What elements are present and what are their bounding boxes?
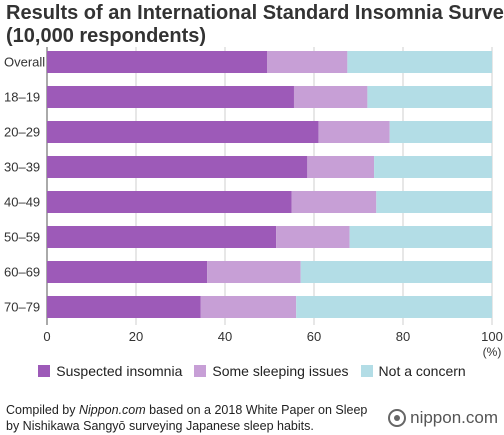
bar-segment xyxy=(47,156,308,178)
legend-label: Not a concern xyxy=(378,363,466,379)
bar-segment xyxy=(293,86,368,108)
bar-segment xyxy=(349,226,492,248)
category-label: 50–59 xyxy=(4,230,40,245)
stacked-bar-chart: Overall 18–19 20–29 30–39 40–49 50–59 60–69 70–… xyxy=(4,47,503,359)
chart-title: Results of an International Standard Ins… xyxy=(6,2,504,48)
legend-item-not-a-concern: Not a concern xyxy=(360,363,466,379)
category-labels: Overall 18–19 20–29 30–39 40–49 50–59 60–69 70–… xyxy=(4,55,45,315)
footnote-text: Compiled by xyxy=(6,403,79,417)
category-label: 70–79 xyxy=(4,300,40,315)
legend-label: Suspected insomnia xyxy=(56,363,183,379)
x-tick-label: 100 xyxy=(481,329,503,344)
x-tick-label: 0 xyxy=(43,329,50,344)
bar-segment xyxy=(47,121,319,143)
bar-segment xyxy=(300,261,492,283)
bar-segment xyxy=(207,261,301,283)
bar-segment xyxy=(47,296,201,318)
chart-title-line1: Results of an International Standard Ins… xyxy=(6,2,504,24)
bar-segment xyxy=(47,86,294,108)
bar-segment xyxy=(200,296,297,318)
bar-segment xyxy=(296,296,492,318)
bar-segment xyxy=(47,226,277,248)
bar-segment xyxy=(389,121,492,143)
bar-segment xyxy=(276,226,350,248)
bar-segment xyxy=(47,261,208,283)
bar-segment xyxy=(267,51,348,73)
footnote-line1: Compiled by Nippon.com based on a 2018 W… xyxy=(6,402,367,418)
category-label: 60–69 xyxy=(4,265,40,280)
bar-segment xyxy=(291,191,377,213)
bar-segment xyxy=(47,191,292,213)
category-label: 40–49 xyxy=(4,195,40,210)
x-tick-labels: 0 20 40 60 80 100 xyxy=(43,329,502,344)
x-tick-label: 20 xyxy=(129,329,143,344)
legend-swatch xyxy=(360,365,373,377)
category-label: 30–39 xyxy=(4,160,40,175)
bar-segment xyxy=(47,51,268,73)
category-label: 18–19 xyxy=(4,90,40,105)
bar-segment xyxy=(318,121,390,143)
nippon-logo: nippon.com xyxy=(388,408,498,428)
logo-text: nippon.com xyxy=(410,408,498,427)
footnote-line2: by Nishikawa Sangyō surveying Japanese s… xyxy=(6,419,314,433)
footnote-link: Nippon.com xyxy=(78,403,146,417)
category-label: 20–29 xyxy=(4,125,40,140)
bar-segment xyxy=(347,51,492,73)
category-label: Overall xyxy=(4,55,45,70)
x-tick-label: 80 xyxy=(396,329,410,344)
footnote-text: based on a 2018 White Paper on Sleep xyxy=(145,403,368,417)
bar-segment xyxy=(367,86,492,108)
bar-segment xyxy=(376,191,492,213)
chart-title-line2: (10,000 respondents) xyxy=(6,25,207,47)
legend: Suspected insomnia Some sleeping issues … xyxy=(0,363,504,379)
bar-segment xyxy=(307,156,375,178)
legend-swatch xyxy=(38,365,51,377)
x-tick-label: 60 xyxy=(307,329,321,344)
legend-item-some-sleeping-issues: Some sleeping issues xyxy=(194,363,349,379)
x-unit-label: (%) xyxy=(483,345,502,359)
legend-item-suspected-insomnia: Suspected insomnia xyxy=(38,363,182,379)
source-footnote: Compiled by Nippon.com based on a 2018 W… xyxy=(6,402,367,434)
bar-segment xyxy=(374,156,492,178)
legend-label: Some sleeping issues xyxy=(212,363,349,379)
logo-icon xyxy=(388,409,407,427)
x-tick-label: 40 xyxy=(218,329,232,344)
bars xyxy=(47,51,492,318)
legend-swatch xyxy=(194,365,207,377)
